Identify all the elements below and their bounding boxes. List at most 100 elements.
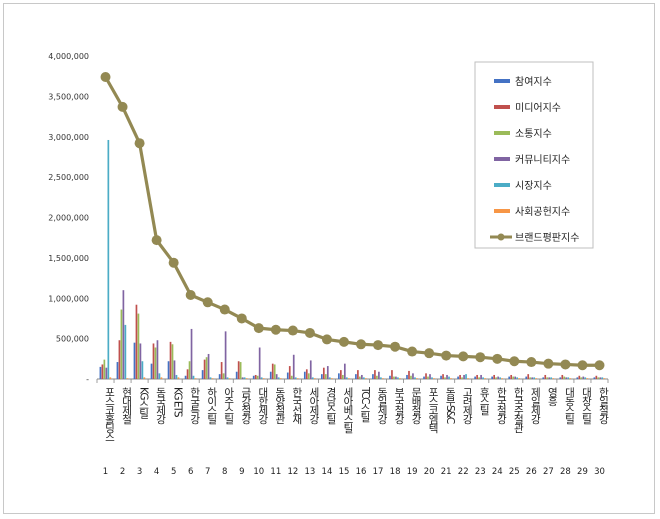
- brand-line-point: [151, 235, 162, 246]
- bar: [101, 364, 104, 379]
- category-label: 한국철강: [495, 387, 507, 424]
- brand-line-point: [424, 348, 435, 359]
- brand-line-point: [390, 341, 401, 352]
- rank-label: 5: [171, 467, 176, 477]
- bar: [120, 309, 123, 379]
- bar: [262, 378, 265, 379]
- bar: [516, 377, 518, 379]
- rank-label: 2: [120, 467, 125, 477]
- bar: [169, 341, 172, 379]
- bar: [167, 361, 170, 379]
- bar: [431, 377, 433, 379]
- rank-label: 7: [205, 467, 210, 477]
- brand-line-point: [492, 353, 503, 364]
- category-label: 한국특강: [189, 387, 201, 424]
- brand-line-point: [253, 323, 264, 334]
- bar: [535, 378, 538, 379]
- bar: [459, 374, 461, 379]
- bar: [599, 377, 602, 379]
- rank-label: 9: [239, 467, 244, 477]
- category-label: 한일철강: [597, 387, 609, 424]
- rank-label: 25: [509, 467, 520, 477]
- legend-label: 소통지수: [515, 128, 552, 140]
- bar: [141, 361, 144, 379]
- bar: [258, 347, 261, 379]
- bar: [476, 374, 478, 379]
- bar: [152, 343, 155, 379]
- bar: [224, 331, 227, 379]
- rank-label: 28: [560, 467, 571, 477]
- bar: [124, 324, 127, 379]
- bar: [406, 374, 408, 379]
- y-tick-label: 500,000: [56, 335, 89, 344]
- bar: [271, 363, 274, 379]
- brand-line-point: [287, 325, 298, 336]
- bar: [525, 376, 528, 379]
- rank-label: 20: [424, 467, 435, 477]
- rank-label: 22: [458, 467, 469, 477]
- bar: [397, 377, 399, 379]
- bar: [177, 377, 180, 379]
- rank-label: 17: [373, 467, 384, 477]
- bar: [154, 347, 157, 379]
- bar: [576, 377, 579, 379]
- bar: [220, 362, 223, 379]
- bar: [408, 370, 410, 379]
- bar: [357, 370, 359, 379]
- bar: [188, 361, 191, 379]
- brand-line-point: [134, 138, 145, 149]
- bar: [160, 377, 163, 379]
- bar: [578, 375, 581, 379]
- bar: [482, 377, 484, 379]
- bar: [309, 360, 312, 379]
- bar: [484, 378, 486, 379]
- bar: [399, 378, 401, 379]
- bar: [448, 376, 450, 379]
- bar: [465, 374, 467, 379]
- rank-label: 13: [305, 467, 316, 477]
- bar: [211, 378, 214, 379]
- bar: [201, 370, 204, 379]
- legend-label: 커뮤니티지수: [515, 154, 570, 166]
- bar: [427, 376, 429, 379]
- rank-label: 24: [492, 467, 503, 477]
- bar: [518, 378, 520, 379]
- bar: [288, 366, 291, 379]
- bar: [478, 377, 480, 379]
- rank-label: 6: [188, 467, 193, 477]
- brand-line-point: [356, 339, 367, 350]
- bar: [561, 374, 564, 379]
- bar: [313, 378, 316, 379]
- y-tick-label: 1,000,000: [48, 294, 89, 303]
- bar: [194, 378, 197, 379]
- bar: [222, 373, 225, 379]
- brand-line-point: [594, 360, 605, 371]
- bar: [433, 378, 435, 379]
- bar: [376, 375, 378, 379]
- bar: [559, 377, 562, 379]
- bar: [190, 328, 193, 379]
- bar: [393, 376, 395, 379]
- bar: [252, 375, 255, 379]
- bar: [391, 370, 393, 379]
- brand-line-point: [373, 340, 384, 351]
- bar: [122, 290, 125, 379]
- bar: [563, 376, 566, 379]
- bar: [326, 366, 329, 379]
- category-label: 한국선재: [291, 387, 303, 425]
- rank-label: 27: [543, 467, 554, 477]
- bar: [493, 374, 495, 379]
- bar: [137, 313, 140, 379]
- bar: [116, 362, 119, 379]
- bar: [531, 377, 534, 379]
- bar: [457, 376, 459, 379]
- bar: [450, 378, 452, 379]
- axes: [96, 378, 609, 383]
- bar: [416, 378, 418, 379]
- bar: [292, 354, 295, 379]
- bar: [241, 377, 244, 379]
- bar: [355, 374, 357, 379]
- bar: [429, 374, 431, 379]
- brand-line-point: [458, 351, 469, 362]
- rank-label: 8: [222, 467, 227, 477]
